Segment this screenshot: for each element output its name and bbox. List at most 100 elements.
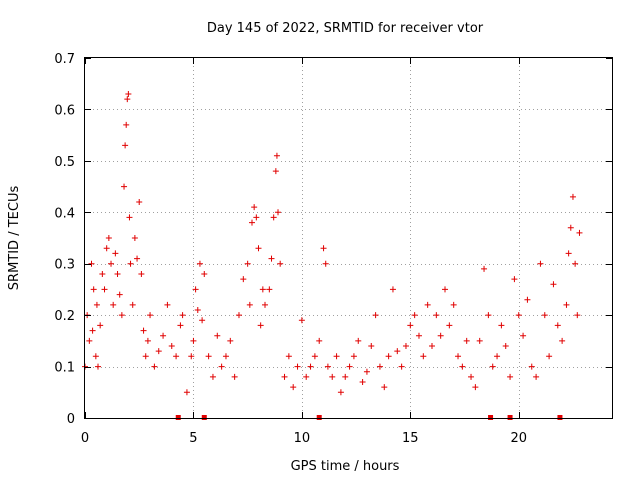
data-point bbox=[498, 322, 505, 329]
data-point bbox=[89, 327, 96, 334]
data-point bbox=[455, 353, 462, 360]
data-point bbox=[574, 312, 581, 319]
data-point bbox=[411, 312, 418, 319]
data-point bbox=[355, 337, 362, 344]
data-point bbox=[459, 363, 466, 370]
data-point bbox=[394, 348, 401, 355]
data-point bbox=[124, 96, 131, 103]
data-point bbox=[359, 379, 366, 385]
data-point bbox=[105, 235, 112, 241]
data-point bbox=[93, 301, 100, 308]
data-point bbox=[554, 322, 561, 329]
data-point bbox=[524, 296, 531, 303]
y-tick-label: 0.4 bbox=[54, 206, 75, 221]
data-point bbox=[144, 337, 151, 344]
data-point bbox=[240, 276, 247, 283]
data-point bbox=[346, 363, 353, 370]
data-point bbox=[253, 214, 260, 221]
data-point bbox=[533, 373, 540, 380]
data-point bbox=[320, 245, 327, 252]
plot-frame bbox=[84, 57, 613, 419]
data-point bbox=[97, 322, 104, 329]
data-point bbox=[489, 363, 496, 370]
data-point bbox=[116, 291, 123, 298]
data-point bbox=[134, 255, 141, 262]
data-point bbox=[114, 271, 121, 277]
data-point bbox=[205, 353, 212, 360]
data-point bbox=[199, 317, 206, 324]
data-point bbox=[502, 343, 509, 349]
data-point bbox=[196, 260, 203, 267]
data-point bbox=[177, 322, 184, 329]
data-point bbox=[138, 271, 145, 277]
data-point bbox=[123, 121, 130, 128]
data-point bbox=[463, 337, 470, 344]
x-tick-labels: 0 5 10 15 20 bbox=[81, 431, 527, 446]
data-point bbox=[567, 224, 574, 231]
data-point bbox=[281, 373, 288, 380]
data-point bbox=[303, 373, 310, 380]
data-point bbox=[541, 312, 548, 319]
data-point bbox=[290, 384, 297, 391]
data-point bbox=[270, 214, 277, 221]
data-point bbox=[307, 363, 314, 370]
data-point bbox=[129, 301, 136, 308]
data-point bbox=[528, 363, 535, 370]
data-point bbox=[494, 353, 501, 360]
data-point bbox=[126, 214, 133, 221]
data-point bbox=[415, 332, 422, 339]
data-point bbox=[257, 322, 264, 329]
data-point bbox=[248, 219, 255, 226]
data-point bbox=[385, 353, 392, 360]
data-point bbox=[537, 260, 544, 267]
data-points bbox=[82, 91, 583, 396]
data-point bbox=[511, 276, 518, 283]
data-point bbox=[363, 368, 370, 375]
data-point bbox=[231, 373, 238, 380]
gap-marker bbox=[316, 415, 322, 420]
y-tick-label: 0.3 bbox=[54, 258, 75, 273]
data-point bbox=[194, 307, 201, 313]
data-point bbox=[275, 209, 282, 216]
data-point bbox=[108, 260, 115, 267]
data-point bbox=[350, 353, 357, 360]
gap-markers bbox=[175, 415, 563, 420]
data-point bbox=[468, 373, 475, 380]
data-point bbox=[155, 348, 162, 355]
data-point bbox=[472, 384, 479, 391]
data-point bbox=[398, 363, 405, 370]
data-point bbox=[572, 260, 579, 267]
data-point bbox=[372, 312, 379, 319]
data-point bbox=[402, 343, 409, 349]
y-tick-label: 0 bbox=[67, 412, 75, 427]
data-point bbox=[110, 301, 117, 308]
y-tick-label: 0.5 bbox=[54, 155, 75, 170]
data-point bbox=[485, 312, 492, 319]
axis-ticks bbox=[85, 58, 612, 419]
data-point bbox=[576, 229, 583, 236]
data-point bbox=[188, 353, 195, 360]
data-point bbox=[273, 152, 280, 159]
data-point bbox=[112, 250, 119, 257]
data-point bbox=[420, 353, 427, 360]
gap-marker bbox=[557, 415, 563, 420]
data-point bbox=[214, 332, 221, 339]
data-point bbox=[550, 281, 557, 288]
data-point bbox=[92, 353, 99, 360]
y-axis-label: SRMTID / TECUs bbox=[7, 186, 22, 291]
data-point bbox=[118, 312, 125, 319]
data-point bbox=[481, 265, 488, 272]
y-tick-label: 0.2 bbox=[54, 309, 75, 324]
data-point bbox=[103, 245, 110, 252]
chart-title: Day 145 of 2022, SRMTID for receiver vto… bbox=[207, 21, 484, 36]
data-point bbox=[151, 363, 158, 370]
x-axis-label: GPS time / hours bbox=[291, 459, 400, 474]
data-point bbox=[322, 260, 329, 267]
data-point bbox=[368, 343, 375, 349]
data-point bbox=[190, 337, 197, 344]
data-point bbox=[294, 363, 301, 370]
gap-marker bbox=[507, 415, 513, 420]
data-point bbox=[209, 373, 216, 380]
x-tick-label: 5 bbox=[189, 431, 197, 446]
y-tick-labels: 0 0.1 0.2 0.3 0.4 0.5 0.6 0.7 bbox=[54, 52, 75, 427]
